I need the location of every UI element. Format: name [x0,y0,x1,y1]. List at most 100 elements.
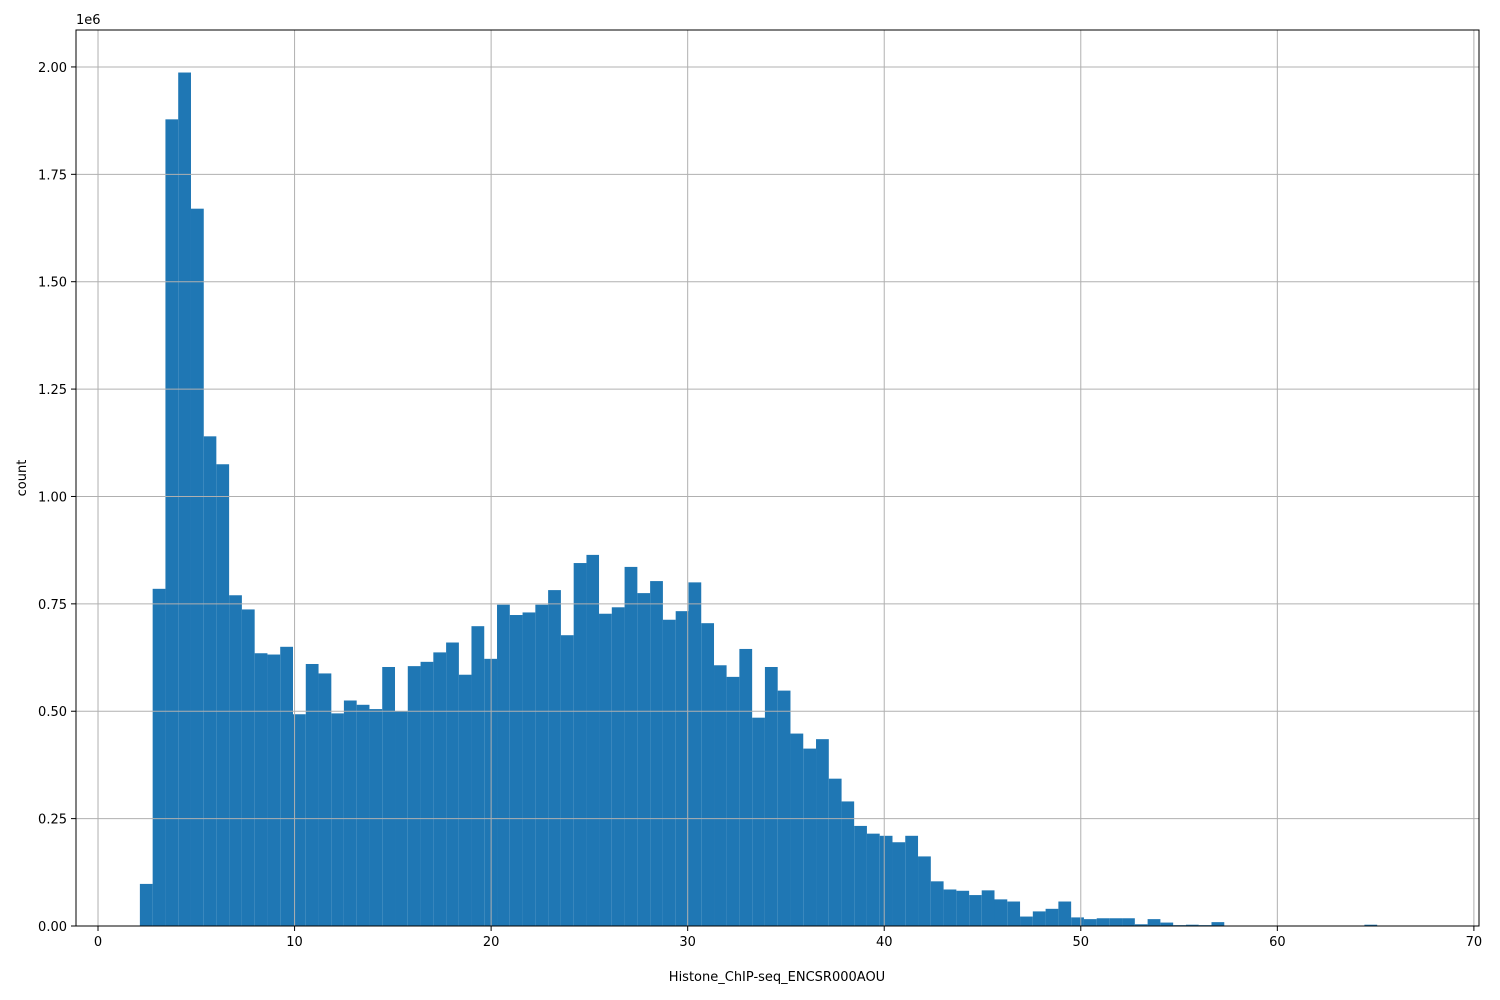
bar [1122,918,1135,926]
bar [139,883,153,926]
bar [688,582,702,926]
bar [841,801,855,926]
bar [407,666,421,926]
bar [752,717,765,926]
bar [1032,911,1046,926]
bar [178,72,191,926]
bar [241,609,255,926]
bar [828,778,842,926]
bar [981,890,995,926]
bar [420,661,434,926]
bar [866,833,880,926]
x-tick-label: 20 [483,935,500,950]
y-tick-label: 0.50 [38,705,67,720]
bar [267,654,281,926]
bar [343,700,357,926]
bar [611,607,625,926]
bar [892,842,906,926]
bar [165,119,179,926]
y-tick-label: 1.75 [38,168,67,183]
x-tick-label: 70 [1466,935,1483,950]
bar [714,665,727,926]
y-tick-label: 0.75 [38,598,67,613]
axes-frame [75,29,1480,927]
x-tick-label: 0 [94,935,102,950]
bar [1134,924,1148,926]
x-tick-label: 60 [1269,935,1286,950]
bar [675,611,689,926]
bar [1020,916,1033,926]
bar [816,739,829,926]
bar [586,554,600,926]
bar [254,653,268,926]
bar [535,604,549,926]
bar [764,666,778,926]
x-tick-label: 10 [286,935,303,950]
bar [1058,901,1072,926]
bar [292,714,306,926]
bar [458,674,472,926]
bar [305,663,319,926]
bar [1045,908,1059,926]
bar [726,676,740,926]
y-tick-label: 1.25 [38,383,67,398]
bar [624,566,638,926]
bar [471,626,485,926]
bar [943,889,957,926]
bar [369,709,383,926]
bar [637,593,651,926]
bar [152,588,166,926]
bar [190,208,204,926]
bar [905,835,919,926]
bar [497,604,510,926]
bar [216,464,230,926]
x-tick-label: 30 [679,935,696,950]
y-axis-label: count [15,460,30,497]
bar [739,648,753,926]
bar [548,590,561,926]
ticks: 0 10 20 30 40 50 60 70 0.00 0.25 0.50 0.75 1.00 1.25 1… [38,61,1482,950]
x-tick-label: 50 [1073,935,1090,950]
y-tick-label: 0.25 [38,813,67,828]
bar [994,899,1008,926]
bar [1109,918,1123,926]
bar [229,595,242,926]
bar [382,666,396,926]
bar [701,623,715,926]
bar [956,890,970,926]
bar [599,613,612,926]
bars [139,72,1390,926]
bar [318,673,332,926]
bar [777,690,791,926]
bar [509,615,523,926]
y-tick-label: 2.00 [38,61,67,76]
bar [969,895,982,926]
y-tick-label: 1.50 [38,276,67,291]
bar [803,748,817,926]
bar [560,635,574,926]
bar [280,646,293,926]
y-tick-label: 1.00 [38,490,67,505]
bar [1096,918,1110,926]
bar [446,642,459,926]
bar [918,856,931,926]
bar [433,652,447,926]
bar [650,581,663,926]
bar [854,825,867,926]
bar [522,612,536,926]
y-tick-label: 0.00 [38,920,67,935]
bar [1071,917,1084,926]
bar [203,436,217,926]
bar [1185,924,1199,926]
bar [356,704,370,926]
bar [790,733,804,926]
bar [1083,919,1097,926]
bar [879,835,893,926]
x-tick-label: 40 [876,935,893,950]
bar [930,881,944,926]
bar [662,619,676,926]
bar [1211,922,1225,926]
bar [1147,919,1161,926]
bar [1160,922,1174,926]
